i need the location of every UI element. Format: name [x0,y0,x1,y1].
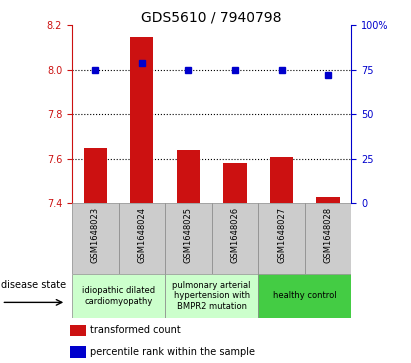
Text: GSM1648025: GSM1648025 [184,207,193,263]
Title: GDS5610 / 7940798: GDS5610 / 7940798 [141,10,282,24]
FancyBboxPatch shape [165,274,258,318]
Bar [69,346,86,358]
FancyBboxPatch shape [72,203,118,274]
Text: pulmonary arterial
hypertension with
BMPR2 mutation: pulmonary arterial hypertension with BMP… [173,281,251,311]
Bar [130,37,153,203]
FancyBboxPatch shape [258,274,351,318]
FancyBboxPatch shape [72,274,165,318]
FancyBboxPatch shape [258,203,305,274]
Text: percentile rank within the sample: percentile rank within the sample [90,347,255,357]
Text: transformed count: transformed count [90,325,181,335]
Bar [177,150,200,203]
Text: GSM1648026: GSM1648026 [231,207,240,263]
Bar [223,163,247,203]
FancyBboxPatch shape [165,203,212,274]
Text: GSM1648028: GSM1648028 [323,207,332,263]
FancyBboxPatch shape [118,203,165,274]
FancyBboxPatch shape [305,203,351,274]
Text: GSM1648027: GSM1648027 [277,207,286,263]
Bar [270,156,293,203]
Text: GSM1648023: GSM1648023 [91,207,100,263]
Text: GSM1648024: GSM1648024 [137,207,146,263]
Bar [83,148,107,203]
Text: healthy control: healthy control [273,291,337,300]
Bar [69,325,86,336]
Text: disease state: disease state [2,280,67,290]
Bar [316,197,340,203]
Text: idiopathic dilated
cardiomyopathy: idiopathic dilated cardiomyopathy [82,286,155,306]
FancyBboxPatch shape [212,203,258,274]
